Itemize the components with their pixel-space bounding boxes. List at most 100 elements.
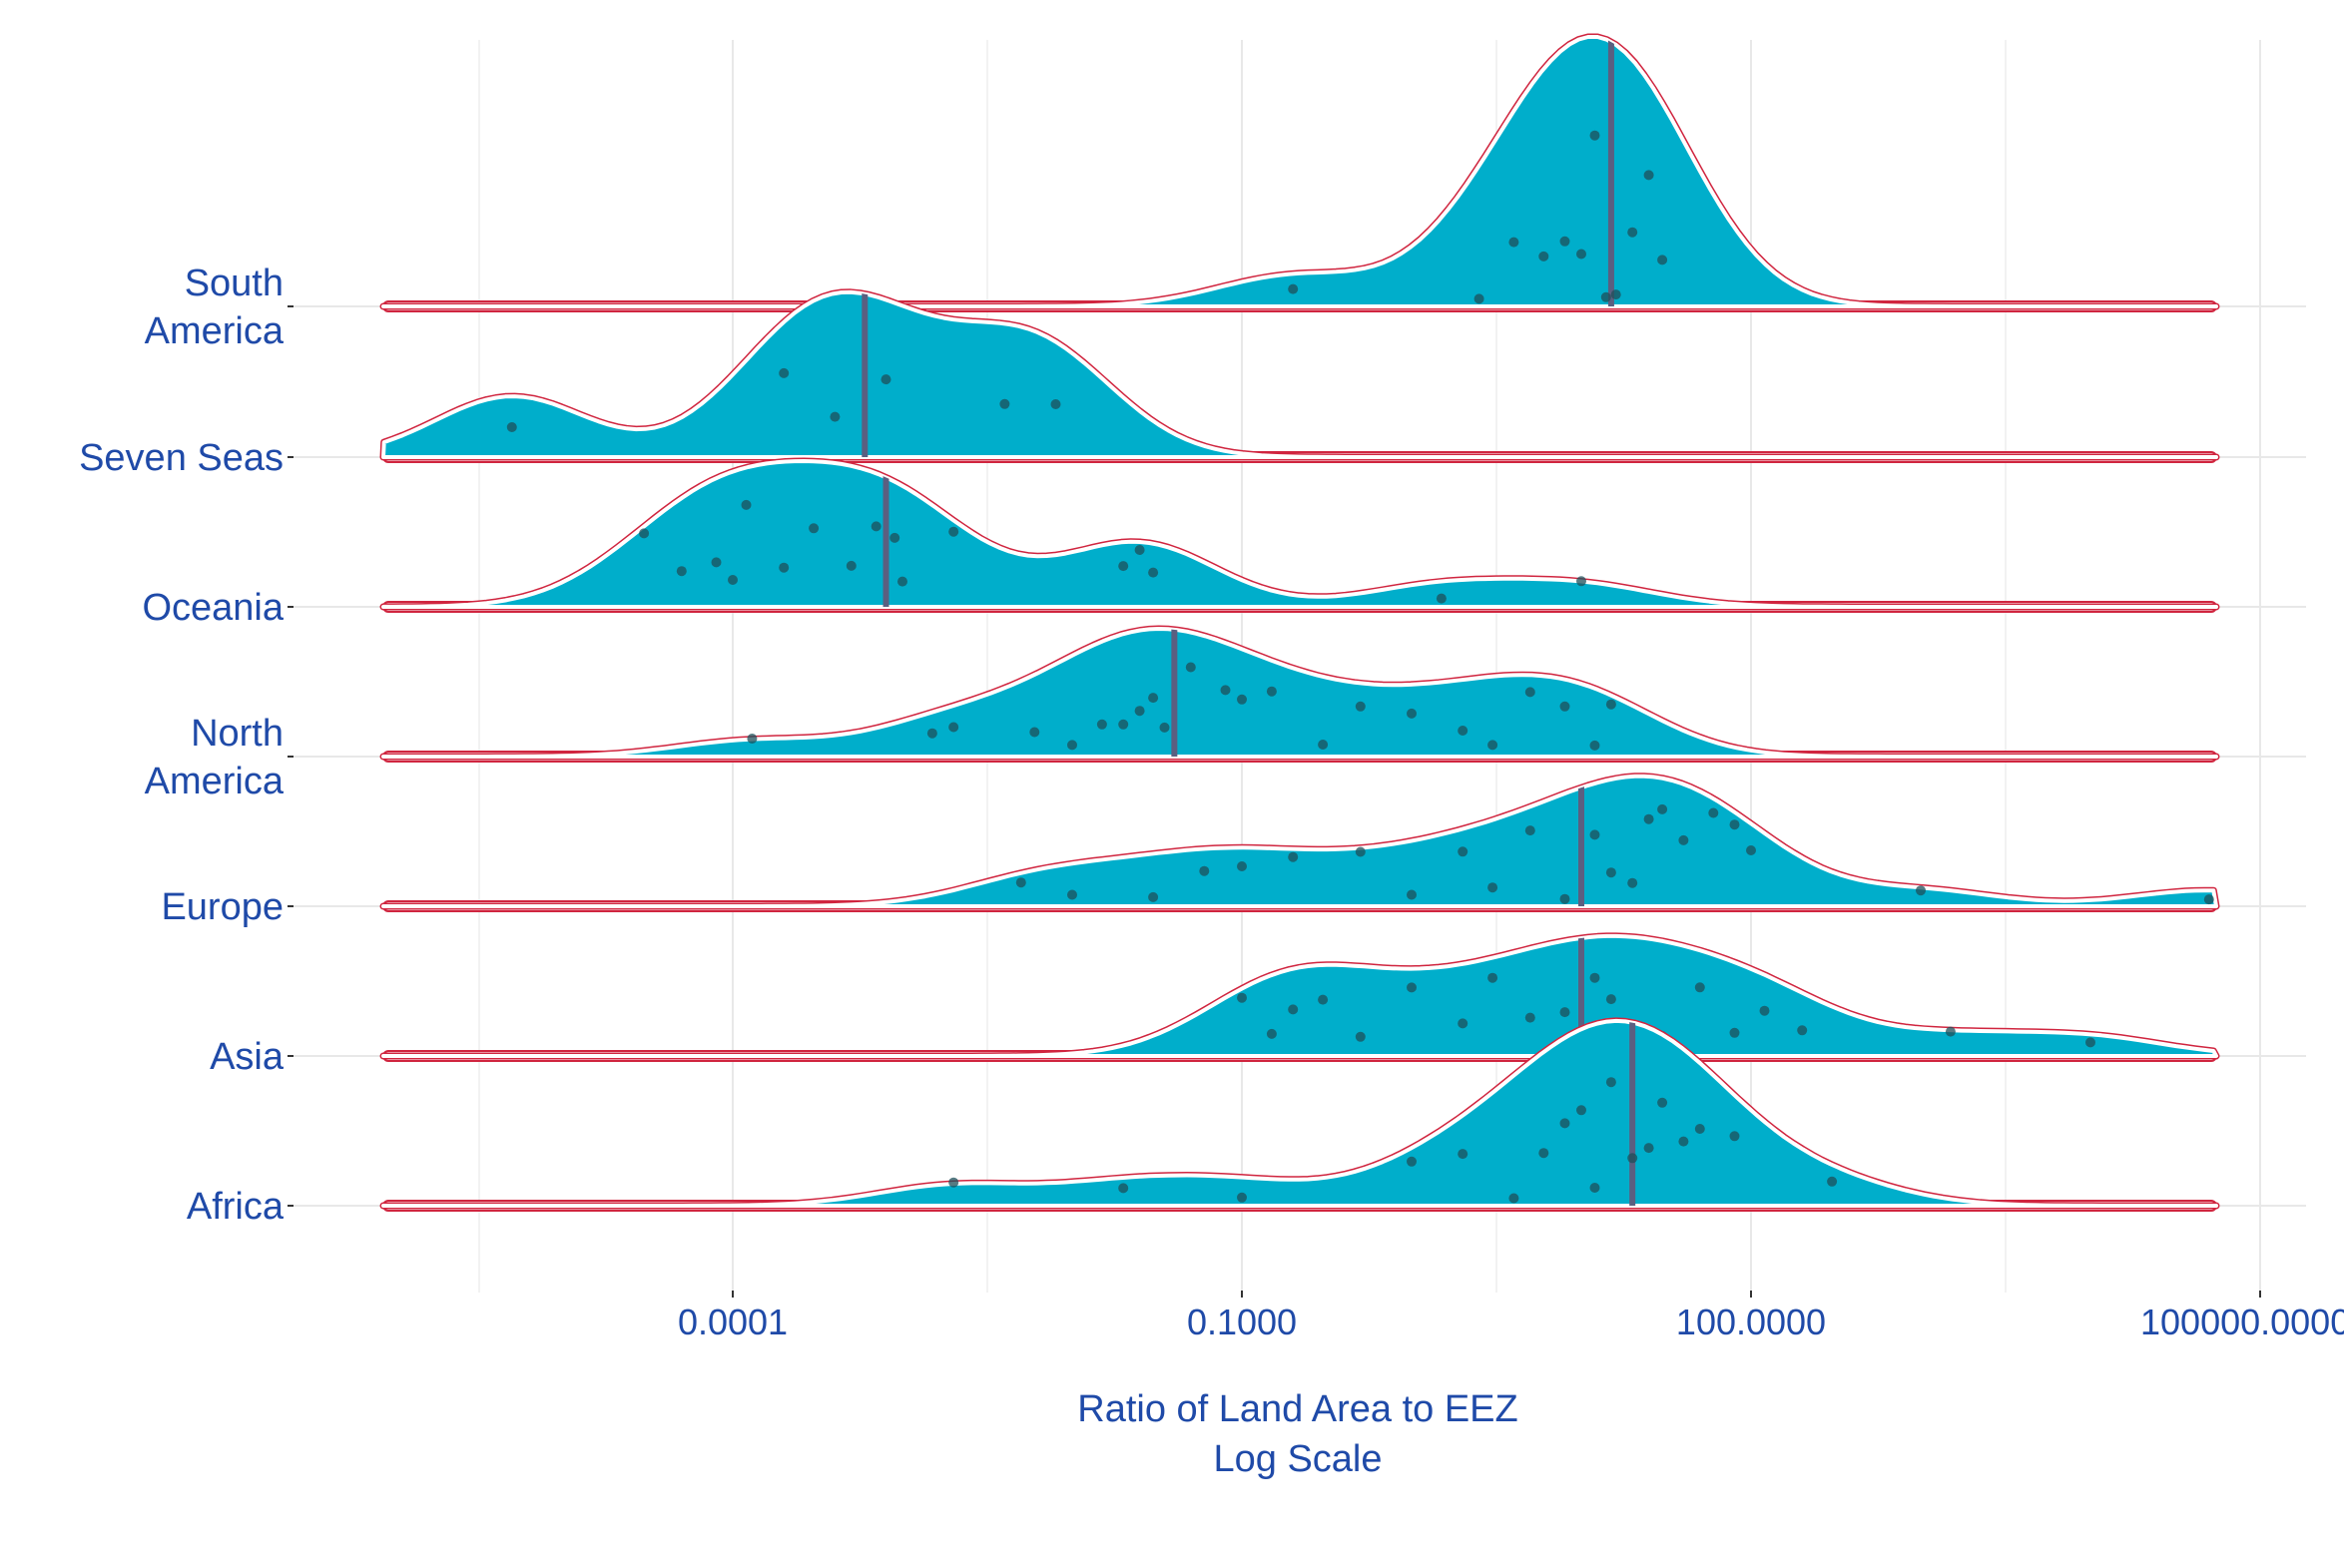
data-point [948, 722, 959, 733]
data-point [830, 411, 841, 422]
data-point [1694, 1124, 1705, 1134]
data-point [1266, 686, 1277, 697]
data-point [1473, 293, 1484, 304]
x-tick-label: 0.0001 [678, 1302, 788, 1342]
ridge-oceania [379, 457, 2220, 613]
ridge-north-america [379, 625, 2220, 763]
data-point [1759, 1005, 1770, 1016]
data-point [846, 560, 857, 571]
data-point [1657, 803, 1668, 814]
category-label: Seven Seas [79, 437, 284, 479]
ridge-outline [379, 33, 2220, 310]
data-point [1407, 708, 1417, 719]
data-point [809, 523, 820, 534]
ridge-area [381, 35, 2218, 308]
data-point [1148, 567, 1159, 578]
x-tick-label: 100.0000 [1676, 1302, 1826, 1342]
data-point [1508, 1193, 1519, 1204]
data-point [1605, 699, 1616, 710]
x-axis-ticks: 0.0001 0.1000 100.0000 100000.0000 [678, 1291, 2344, 1342]
data-point [1185, 662, 1196, 673]
data-point [1524, 825, 1535, 836]
data-point [1524, 687, 1535, 698]
data-point [1827, 1176, 1838, 1187]
data-point [779, 367, 790, 378]
data-point [1458, 1018, 1468, 1029]
data-point [1407, 982, 1417, 993]
data-point [1559, 701, 1570, 712]
data-point [1118, 561, 1129, 572]
data-point [1605, 867, 1616, 878]
data-point [1729, 1027, 1740, 1038]
data-point [1050, 399, 1061, 409]
data-point [1237, 694, 1247, 705]
data-point [1148, 693, 1159, 704]
data-point [711, 557, 722, 568]
data-point [1589, 740, 1600, 751]
data-point [1559, 236, 1570, 247]
data-point [728, 575, 738, 585]
ridge-asia [379, 932, 2220, 1062]
data-point [1458, 726, 1468, 736]
ridge-area [381, 933, 2218, 1058]
data-point [1407, 889, 1417, 900]
data-point [1559, 893, 1570, 904]
data-point [506, 422, 517, 432]
data-point [1589, 130, 1600, 141]
data-point [1797, 1025, 1808, 1036]
ridge-seven-seas [379, 288, 2220, 463]
data-point [1288, 1004, 1299, 1015]
data-point [741, 499, 752, 510]
data-point [1487, 740, 1498, 751]
data-point [1355, 846, 1366, 857]
ridge-area [381, 1018, 2218, 1208]
data-point [1436, 593, 1447, 604]
category-label: Africa [187, 1186, 285, 1228]
category-label: North America [145, 713, 285, 802]
data-point [889, 532, 900, 543]
data-point [1237, 1192, 1247, 1203]
data-point [1118, 1183, 1129, 1194]
data-point [2203, 894, 2214, 905]
data-point [1559, 1118, 1570, 1129]
category-label: Europe [161, 886, 284, 928]
x-axis-subtitle: Log Scale [1213, 1438, 1382, 1480]
data-point [926, 728, 937, 739]
data-point [999, 398, 1010, 409]
data-point [2085, 1037, 2095, 1048]
data-point [639, 528, 650, 539]
data-point [1538, 1148, 1549, 1159]
data-point [1538, 251, 1549, 261]
data-point [1355, 1031, 1366, 1042]
data-point [1508, 237, 1519, 248]
data-point [1318, 740, 1329, 750]
data-point [1729, 819, 1740, 830]
data-point [1487, 882, 1498, 893]
data-point [1643, 170, 1654, 181]
data-point [1067, 740, 1077, 751]
data-point [1407, 1156, 1417, 1167]
data-point [1118, 719, 1129, 730]
data-point [880, 374, 891, 385]
data-point [1657, 1097, 1668, 1108]
ridge-europe [379, 773, 2220, 912]
ridge-area [381, 289, 2218, 459]
data-point [1657, 255, 1668, 265]
data-point [1694, 982, 1705, 993]
category-label: South America [145, 262, 285, 352]
data-point [1355, 701, 1366, 712]
data-point [1678, 834, 1689, 845]
data-point [1134, 706, 1145, 717]
category-labels: South America Seven Seas Oceania North Americ… [79, 262, 293, 1228]
data-point [1610, 289, 1621, 300]
ridge-south-america [379, 33, 2220, 312]
data-point [1159, 722, 1170, 733]
data-point [1627, 1153, 1638, 1164]
data-point [1945, 1026, 1956, 1037]
data-point [1266, 1028, 1277, 1039]
data-point [1643, 1143, 1654, 1154]
data-point [1746, 845, 1756, 855]
ridge-area [381, 627, 2218, 759]
data-point [676, 566, 687, 577]
